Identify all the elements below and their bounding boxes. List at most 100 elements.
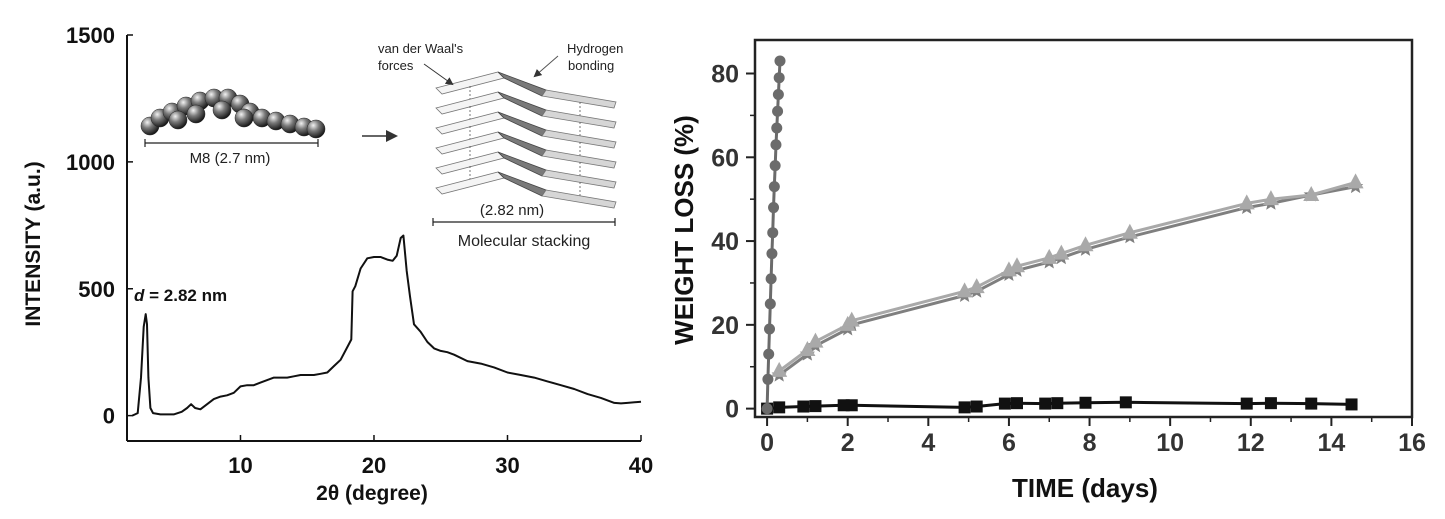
weight-loss-point-square: [1264, 397, 1277, 410]
xrd-y-tick-label-0: 0: [103, 404, 115, 429]
vdw-label-line2: forces: [378, 58, 414, 73]
molecule-bead: [306, 119, 326, 139]
hbond-label-line2: bonding: [568, 58, 614, 73]
molecule-bead: [186, 104, 206, 124]
weight-loss-frame: [753, 38, 1414, 419]
weight-loss-point-circle: [761, 403, 773, 415]
weight-loss-point-triangle: [807, 332, 824, 348]
peak-annotation-value: = 2.82 nm: [144, 286, 227, 305]
weight-loss-point-triangle: [799, 340, 816, 356]
stack-right-arm: [541, 149, 617, 169]
weight-loss-point-square: [773, 401, 786, 414]
weight-loss-point-circle: [766, 248, 778, 260]
stack-hbond-segment: [497, 151, 547, 177]
weight-loss-series-star: [771, 178, 1364, 382]
xrd-y-tick-label-1: 500: [78, 277, 115, 302]
weight-loss-y-tick-label-4: 80: [711, 61, 739, 89]
weight-loss-point-square: [1079, 396, 1092, 409]
weight-loss-plot-area: [761, 55, 1364, 415]
stack-right-arm: [541, 129, 617, 149]
xrd-x-tick-label-2: 30: [495, 453, 519, 478]
weight-loss-point-square: [1051, 397, 1064, 410]
peak-annotation-symbol: d: [134, 286, 145, 305]
weight-loss-point-circle: [763, 348, 775, 360]
weight-loss-point-triangle: [1000, 261, 1017, 277]
weight-loss-x-tick-label-5: 10: [1156, 429, 1184, 457]
hbond-label-line1: Hydrogen: [567, 41, 623, 56]
stack-label: Molecular stacking: [458, 233, 591, 250]
weight-loss-point-circle: [764, 298, 776, 310]
weight-loss-point-square: [958, 401, 971, 414]
stack-size-bracket: [432, 218, 616, 226]
weight-loss-x-axis-title: TIME (days): [1012, 473, 1158, 503]
vdw-pointer: [423, 63, 454, 86]
xrd-x-axis-title: 2θ (degree): [316, 482, 428, 505]
weight-loss-point-triangle: [1347, 173, 1364, 189]
weight-loss-point-circle: [768, 181, 780, 193]
stack-hbond-segment: [497, 111, 547, 137]
xrd-plot-area: [131, 234, 642, 417]
molecule-illustration: [140, 88, 326, 139]
molecule-bead: [234, 108, 254, 128]
weight-loss-x-tick-label-0: 0: [760, 429, 774, 457]
stack-right-arm: [541, 89, 617, 109]
xrd-ticks: 10 20 30 40 0 500 1000 1500: [66, 23, 653, 478]
weight-loss-line-triangle: [778, 180, 1357, 373]
weight-loss-point-triangle: [1077, 236, 1094, 252]
weight-loss-y-tick-label-1: 20: [711, 312, 739, 340]
weight-loss-point-square: [1039, 397, 1052, 410]
weight-loss-point-square: [797, 400, 810, 413]
molecular-stacking-illustration: [435, 71, 617, 209]
weight-loss-series-circle: [761, 55, 786, 415]
weight-loss-x-tick-label-8: 16: [1398, 429, 1426, 457]
weight-loss-point-square: [1010, 397, 1023, 410]
weight-loss-point-square: [845, 399, 858, 412]
weight-loss-point-triangle: [771, 361, 788, 377]
weight-loss-point-square: [1305, 397, 1318, 410]
weight-loss-point-circle: [774, 55, 786, 67]
xrd-axes: [126, 35, 641, 442]
molecule-length-bracket: [144, 139, 319, 147]
weight-loss-point-circle: [767, 227, 779, 239]
stack-hbond-segment: [497, 71, 547, 97]
weight-loss-point-circle: [771, 122, 783, 134]
weight-loss-y-tick-label-2: 40: [711, 228, 739, 256]
weight-loss-chart: 0 2 4 6 8 10 12 14 16 0 20 40 60 80 TIME (days) WEIGH…: [669, 38, 1426, 503]
vdw-label-line1: van der Waal's: [378, 41, 464, 56]
weight-loss-x-tick-label-4: 8: [1083, 429, 1097, 457]
stack-right-arm: [541, 189, 617, 209]
xrd-y-tick-label-3: 1500: [66, 23, 115, 48]
xrd-x-tick-label-3: 40: [629, 453, 653, 478]
weight-loss-x-tick-label-1: 2: [841, 429, 855, 457]
xrd-x-tick-label-1: 20: [362, 453, 386, 478]
stack-right-arm: [541, 169, 617, 189]
xrd-chart: 10 20 30 40 0 500 1000 1500 2θ (degree) INTENSI…: [22, 23, 653, 505]
weight-loss-point-circle: [773, 72, 785, 84]
stack-hbond-segment: [497, 131, 547, 157]
molecule-length-label: M8 (2.7 nm): [190, 150, 271, 167]
weight-loss-point-triangle: [1008, 257, 1025, 273]
stack-right-arm: [541, 109, 617, 129]
weight-loss-point-triangle: [843, 311, 860, 327]
weight-loss-y-tick-label-3: 60: [711, 144, 739, 172]
xrd-intensity-line: [131, 234, 642, 417]
weight-loss-point-circle: [764, 323, 776, 335]
hbond-pointer: [533, 55, 559, 78]
weight-loss-point-triangle: [1053, 244, 1070, 260]
weight-loss-point-circle: [770, 139, 782, 151]
xrd-x-tick-label-0: 10: [228, 453, 252, 478]
weight-loss-point-square: [998, 397, 1011, 410]
weight-loss-point-circle: [772, 88, 784, 100]
weight-loss-point-triangle: [1041, 248, 1058, 264]
xrd-y-tick-label-2: 1000: [66, 150, 115, 175]
weight-loss-point-circle: [772, 105, 784, 117]
weight-loss-y-tick-label-0: 0: [725, 396, 739, 424]
weight-loss-point-square: [809, 400, 822, 413]
stack-size-label: (2.82 nm): [480, 202, 544, 219]
weight-loss-point-triangle: [1303, 185, 1320, 201]
weight-loss-point-square: [1240, 397, 1253, 410]
weight-loss-y-axis-title: WEIGHT LOSS (%): [669, 115, 699, 345]
weight-loss-point-circle: [762, 373, 774, 385]
weight-loss-point-circle: [765, 273, 777, 285]
